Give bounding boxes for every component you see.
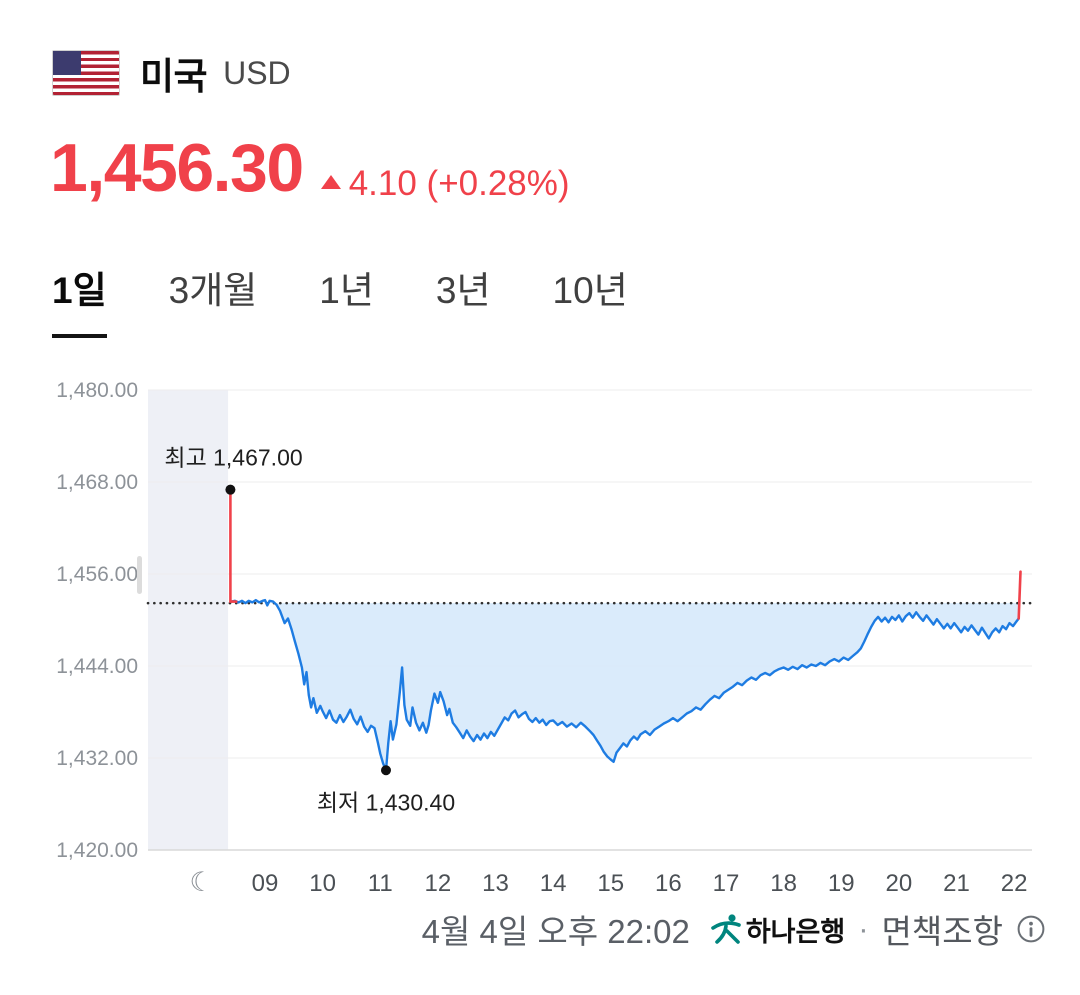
tab-3years[interactable]: 3년 xyxy=(435,270,491,311)
period-tabs: 1일 3개월 1년 3년 10년 xyxy=(0,260,1080,338)
price-line xyxy=(230,598,1020,772)
high-label: 최고 1,467.00 xyxy=(164,445,302,471)
x-axis-label: 10 xyxy=(309,870,336,897)
x-axis-label: 19 xyxy=(828,870,855,897)
currency-header: 미국 USD xyxy=(0,0,1080,100)
x-axis-label: 09 xyxy=(252,870,279,897)
quote-timestamp: 4월 4일 오후 22:02 xyxy=(421,913,690,950)
tab-10years[interactable]: 10년 xyxy=(552,270,628,311)
flag-canton xyxy=(53,51,81,75)
country-name: 미국 xyxy=(140,56,208,97)
y-axis-label: 1,420.00 xyxy=(56,839,138,862)
tab-1day[interactable]: 1일 xyxy=(52,260,107,338)
high-dot xyxy=(225,484,236,495)
x-axis-label: 12 xyxy=(425,870,452,897)
bank-name: 하나은행 xyxy=(745,916,846,947)
y-axis-label: 1,456.00 xyxy=(56,563,138,586)
low-label: 최저 1,430.40 xyxy=(317,789,455,815)
x-axis-label: 17 xyxy=(713,870,740,897)
y-axis-label: 1,432.00 xyxy=(56,747,138,770)
y-axis-label: 1,480.00 xyxy=(56,379,138,402)
night-session-region xyxy=(148,390,229,850)
hana-bank-logo-icon xyxy=(711,914,741,944)
chart-footer: 4월 4일 오후 22:02 하나은행 · 면책조항 xyxy=(0,905,1080,953)
x-axis-label: 11 xyxy=(368,870,393,897)
currency-code: USD xyxy=(223,54,291,91)
area-fill xyxy=(231,603,1019,771)
separator-dot: · xyxy=(858,911,869,946)
info-icon[interactable] xyxy=(1016,914,1046,944)
y-axis-label: 1,444.00 xyxy=(56,655,138,678)
price-change-text: 4.10 (+0.28%) xyxy=(348,164,570,203)
bank-attribution: 하나은행 xyxy=(711,910,845,949)
y-axis-label: 1,468.00 xyxy=(56,471,138,494)
x-axis-label: 20 xyxy=(886,870,913,897)
tab-3months[interactable]: 3개월 xyxy=(168,270,258,311)
price-change: 4.10 (+0.28%) xyxy=(320,164,570,204)
axis-scroll-marker xyxy=(137,556,142,594)
x-axis-label: 22 xyxy=(1001,870,1028,897)
disclaimer-link[interactable]: 면책조항 xyxy=(881,913,1003,950)
x-axis-label: 15 xyxy=(597,870,624,897)
x-axis-label: 18 xyxy=(770,870,797,897)
x-axis-label: 16 xyxy=(655,870,682,897)
current-price: 1,456.30 xyxy=(50,130,304,206)
chart-svg: 1,480.00 1,468.00 1,456.00 1,444.00 1,432.00… xyxy=(56,379,1034,897)
red-tick-segment xyxy=(1017,570,1022,620)
x-axis-label: 13 xyxy=(482,870,509,897)
us-flag-icon xyxy=(52,50,120,96)
tab-1year[interactable]: 1년 xyxy=(319,270,374,311)
low-dot xyxy=(381,765,391,776)
up-arrow-icon xyxy=(320,175,341,189)
price-row: 1,456.30 4.10 (+0.28%) xyxy=(0,134,1080,204)
x-axis-label: 21 xyxy=(943,870,970,897)
moon-icon: ☾ xyxy=(189,867,213,897)
red-tick-segment xyxy=(229,488,238,603)
x-axis-label: 14 xyxy=(540,870,567,897)
exchange-rate-chart[interactable]: 1,480.00 1,468.00 1,456.00 1,444.00 1,432.00… xyxy=(0,370,1080,905)
